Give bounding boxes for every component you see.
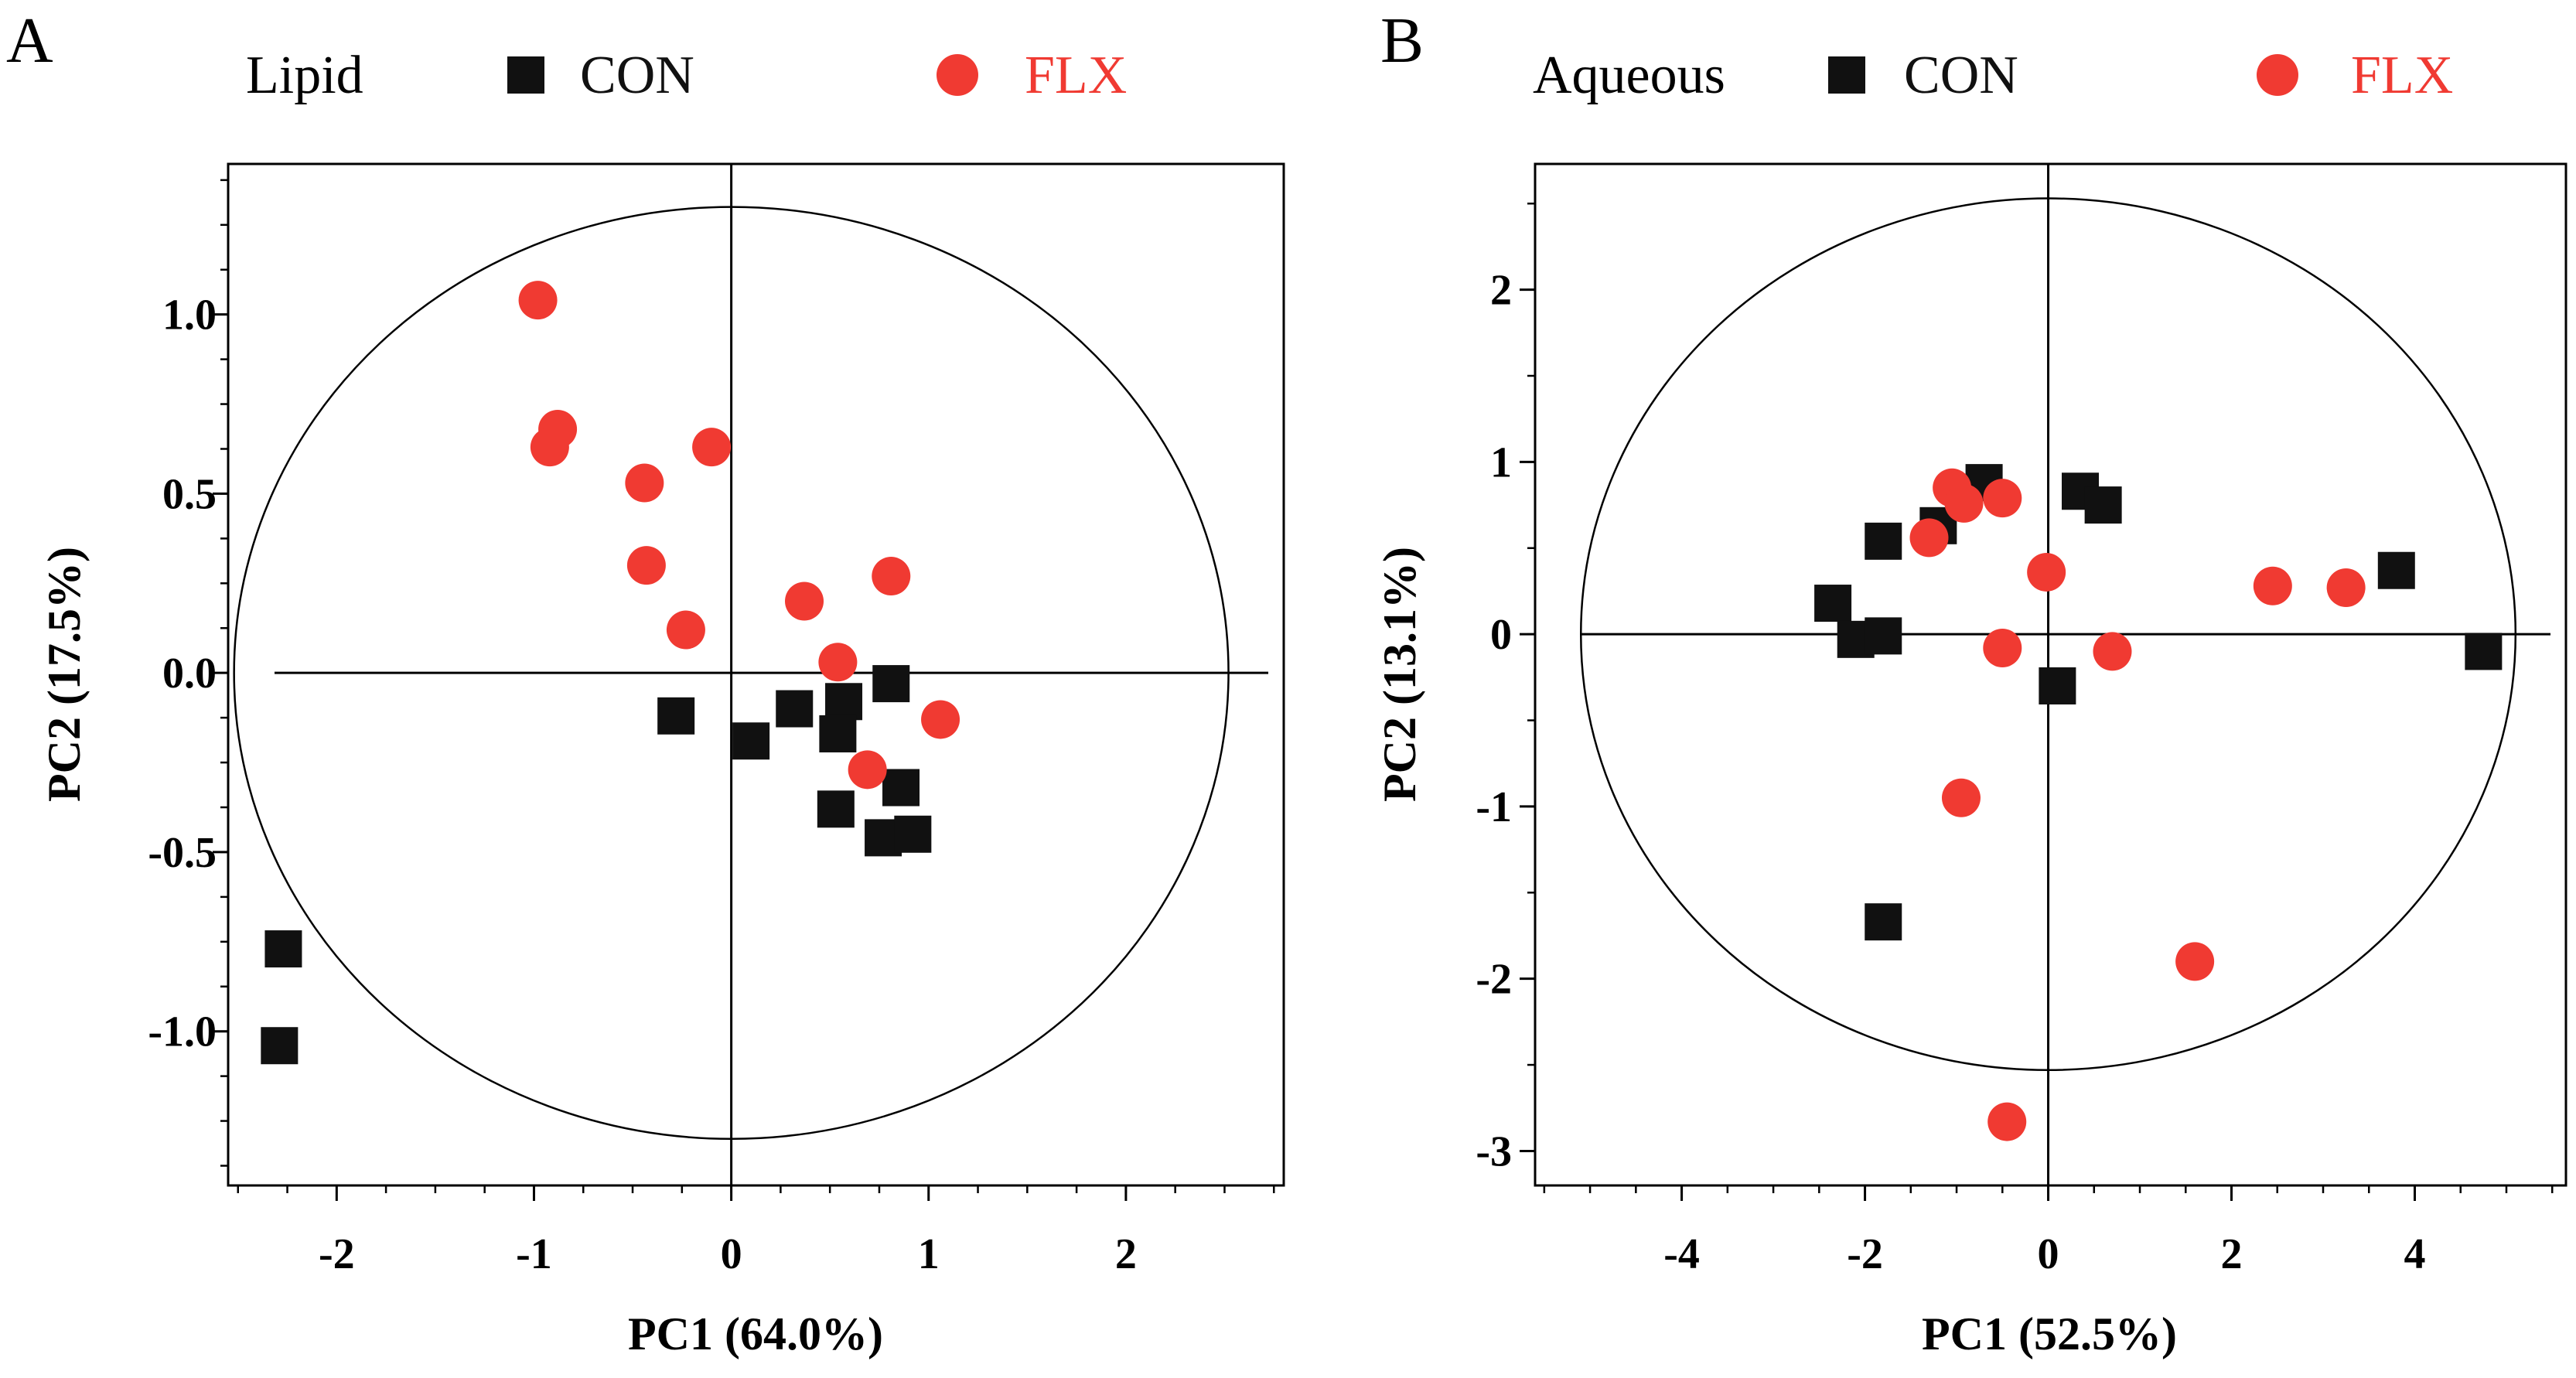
legend-label-con: CON <box>580 46 694 105</box>
data-point-flx <box>921 700 960 739</box>
panel-b-aqueous: B Aqueous CON FLX -4 -2 0 2 4 -3 -2 -1 0 1 2 PC1 (52.5%… <box>1374 5 2567 1359</box>
data-point-con <box>1865 522 1902 560</box>
chart-title: Lipid <box>246 46 363 105</box>
data-point-con <box>2465 633 2503 670</box>
data-point-flx <box>2093 632 2132 671</box>
data-point-flx <box>518 281 558 320</box>
data-point-flx <box>625 463 664 503</box>
x-tick-label: 0 <box>2038 1230 2059 1278</box>
y-axis-label: PC2 (17.5%) <box>39 547 90 802</box>
confidence-ellipse <box>233 206 1230 1140</box>
data-point-flx <box>1983 479 2022 518</box>
data-point-con <box>817 790 855 828</box>
x-tick-label: -2 <box>319 1230 355 1278</box>
y-tick-label: 0 <box>1490 611 1512 659</box>
data-point-con <box>2377 551 2415 589</box>
panel-letter: B <box>1380 5 1424 77</box>
data-point-flx <box>530 428 569 467</box>
y-tick-label: 2 <box>1490 267 1512 315</box>
data-point-flx <box>626 546 666 585</box>
data-point-flx <box>2253 566 2292 605</box>
data-point-con <box>1865 903 1902 941</box>
data-point-flx <box>1941 778 1981 817</box>
data-point-con <box>776 690 814 728</box>
data-point-flx <box>666 610 705 650</box>
data-point-flx <box>848 750 887 790</box>
data-point-con <box>264 930 302 968</box>
y-tick-label: 1 <box>1490 438 1512 486</box>
data-point-con <box>882 769 920 807</box>
y-tick-label: -1.0 <box>148 1008 217 1056</box>
data-point-con <box>1814 585 1852 622</box>
y-tick-label: -0.5 <box>148 829 217 877</box>
data-point-con <box>819 715 857 752</box>
y-tick-label: -3 <box>1476 1127 1512 1175</box>
data-point-con <box>2039 667 2076 704</box>
y-tick-label: 1.0 <box>162 292 217 339</box>
panel-a-lipid: A Lipid CON FLX -2 -1 0 1 2 -1.0 -0.5 0.0 0.5 1.0 PC1 … <box>6 5 1285 1359</box>
data-point-con <box>894 815 932 853</box>
legend-label-flx: FLX <box>1025 46 1127 105</box>
panel-letter: A <box>6 5 53 77</box>
x-tick-label: 4 <box>2404 1230 2425 1278</box>
legend-label-flx: FLX <box>2351 46 2453 105</box>
data-point-flx <box>872 557 911 596</box>
data-point-flx <box>785 582 824 621</box>
data-point-flx <box>1909 518 1949 558</box>
y-tick-label: 0.0 <box>162 650 217 698</box>
y-tick-label: -1 <box>1476 783 1512 831</box>
y-tick-label: -2 <box>1476 956 1512 1004</box>
x-tick-label: -4 <box>1663 1230 1700 1278</box>
data-point-flx <box>1983 628 2022 667</box>
legend-label-con: CON <box>1904 46 2018 105</box>
legend-marker-flx <box>937 54 978 96</box>
x-tick-label: 2 <box>2221 1230 2243 1278</box>
data-point-flx <box>2175 942 2215 981</box>
legend-marker-flx <box>2257 54 2298 96</box>
data-point-con <box>872 665 910 703</box>
x-tick-label: 0 <box>721 1230 742 1278</box>
x-tick-label: 2 <box>1115 1230 1137 1278</box>
plot-frame <box>1534 162 2567 1187</box>
y-axis-label: PC2 (13.1%) <box>1374 547 1425 802</box>
legend-marker-con <box>507 56 544 94</box>
data-point-con <box>1865 617 1902 655</box>
data-point-flx <box>1944 483 1984 523</box>
data-point-con <box>657 697 695 735</box>
data-point-flx <box>1987 1102 2027 1141</box>
legend-marker-con <box>1828 56 1865 94</box>
data-point-flx <box>2326 568 2366 608</box>
x-tick-label: -2 <box>1847 1230 1883 1278</box>
x-tick-label: 1 <box>918 1230 940 1278</box>
data-point-flx <box>2027 552 2066 592</box>
plot-frame <box>227 162 1285 1187</box>
data-point-flx <box>818 643 858 682</box>
y-tick-label: 0.5 <box>162 470 217 518</box>
data-point-con <box>732 722 770 760</box>
confidence-ellipse <box>1579 197 2517 1071</box>
data-point-con <box>2084 486 2122 524</box>
x-axis-label: PC1 (64.0%) <box>628 1308 883 1359</box>
data-point-con <box>825 683 863 721</box>
x-axis-label: PC1 (52.5%) <box>1922 1308 2177 1359</box>
data-point-con <box>261 1027 299 1065</box>
x-tick-label: -1 <box>516 1230 552 1278</box>
data-point-flx <box>692 428 732 467</box>
chart-title: Aqueous <box>1533 46 1725 105</box>
